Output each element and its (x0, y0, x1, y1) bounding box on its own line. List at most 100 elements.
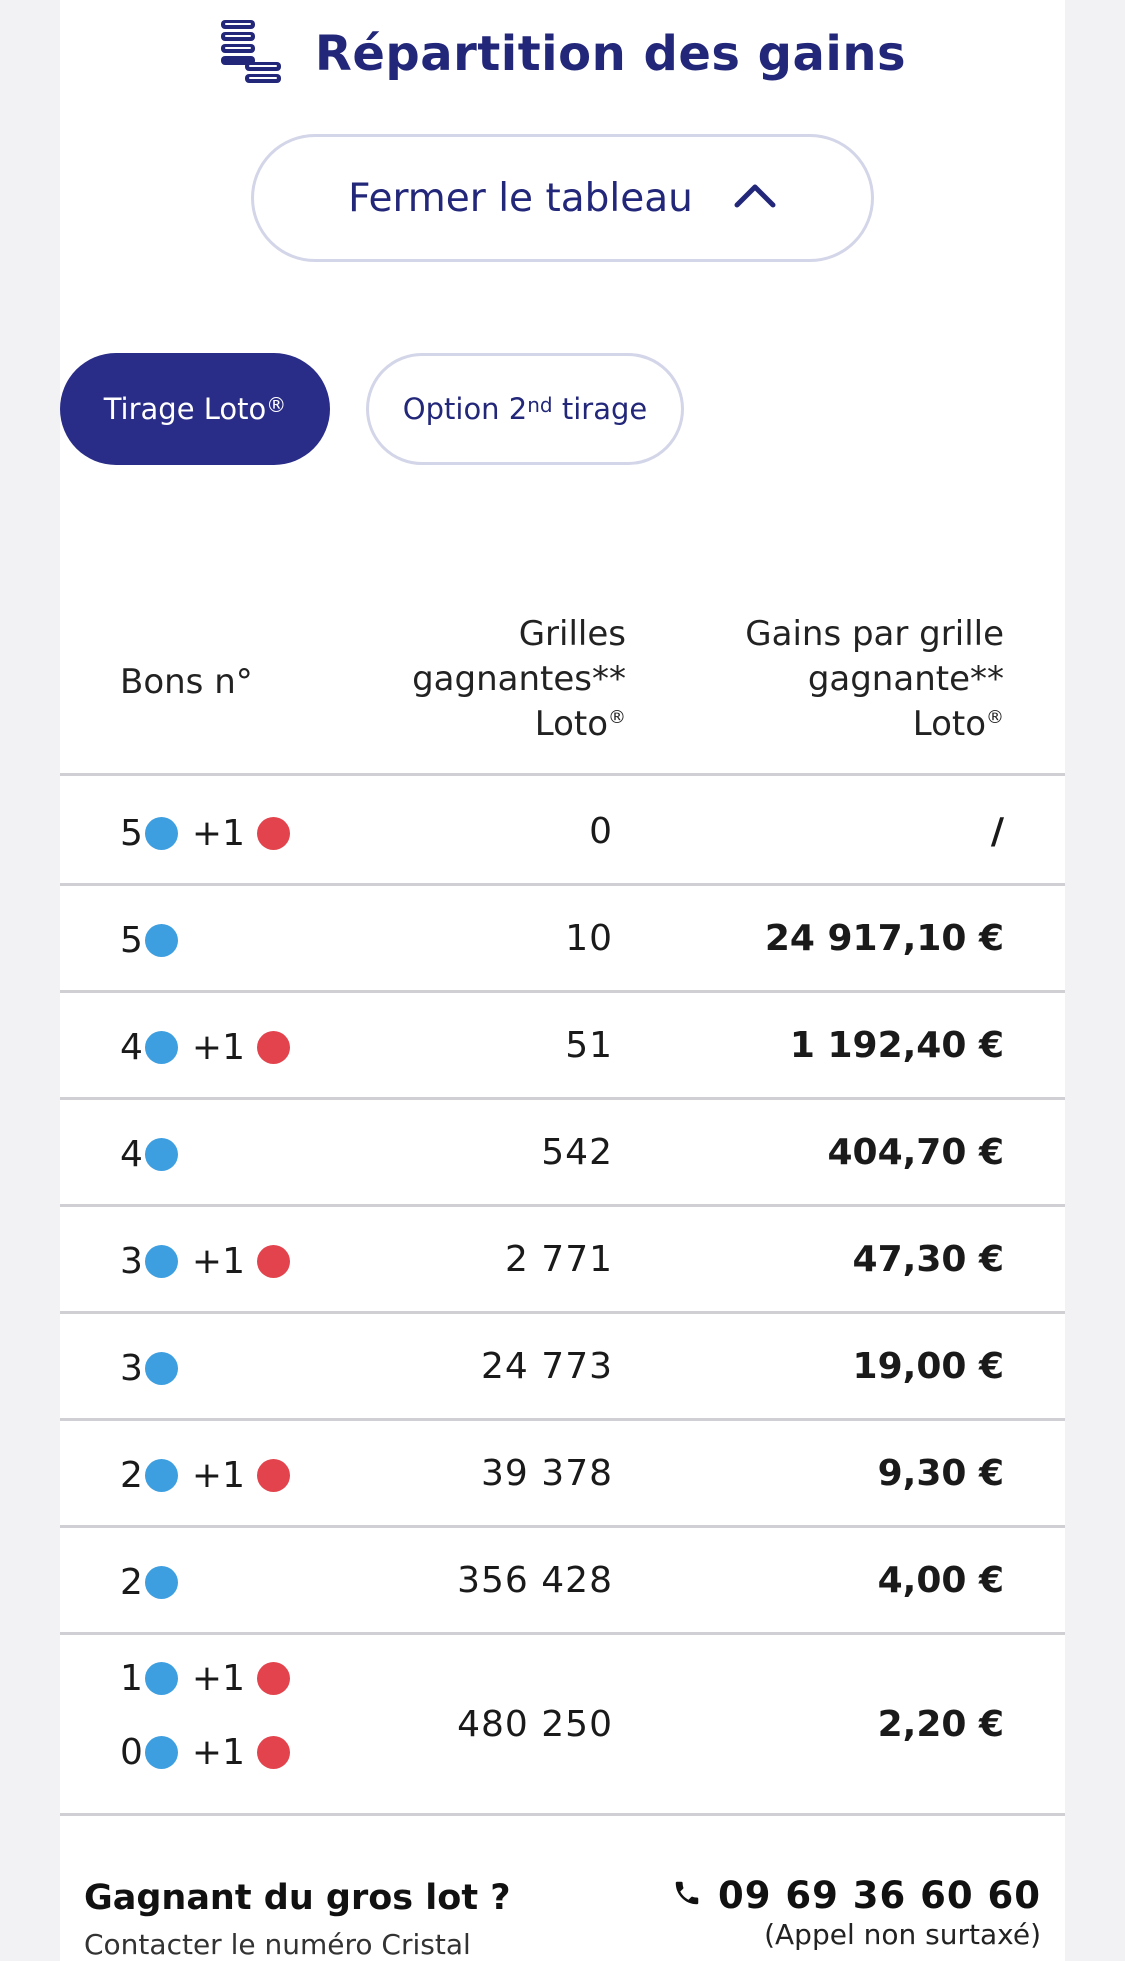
tab-tirage-loto[interactable]: Tirage Loto ® (60, 353, 330, 465)
header-grilles-line3: Loto® (412, 702, 626, 747)
table-row: 4 + 1 51 1 192,40 € (60, 993, 1065, 1100)
winning-combination: 2 + 1 (120, 1454, 290, 1496)
table-row: 3 24 773 19,00 € (60, 1314, 1065, 1421)
gain-per-grid: 1 192,40 € (789, 1025, 1004, 1066)
red-count: 1 (222, 812, 245, 854)
winning-combination: 4 (120, 1133, 178, 1175)
header-gains-par-grille: Gains par grille gagnante** Loto® (745, 612, 1004, 747)
table-header: Bons n° Grilles gagnantes** Loto® Gains … (60, 600, 1065, 776)
close-table-label: Fermer le tableau (348, 175, 693, 221)
winning-grids-count: 24 773 (481, 1346, 613, 1387)
red-ball-icon (256, 816, 290, 850)
winning-grids-count: 10 (565, 918, 613, 959)
red-count: 1 (222, 1731, 245, 1773)
gain-per-grid: 47,30 € (852, 1239, 1004, 1280)
gain-per-grid: 19,00 € (852, 1346, 1004, 1387)
red-count: 1 (222, 1026, 245, 1068)
plus-sign: + (191, 812, 223, 854)
table-row: 2 + 1 39 378 9,30 € (60, 1421, 1065, 1528)
red-ball-icon (256, 1661, 290, 1695)
winning-grids-count: 542 (541, 1132, 613, 1173)
table-row: 3 + 1 2 771 47,30 € (60, 1207, 1065, 1314)
winning-combination: 2 (120, 1561, 178, 1603)
header-gains-loto: Loto (912, 704, 986, 744)
header-gains-line3: Loto® (745, 702, 1004, 747)
table-row: 4 542 404,70 € (60, 1100, 1065, 1207)
plus-sign: + (191, 1240, 223, 1282)
table-body: 5 + 1 0/5 10 24 917,10 €4 + 1 51 1 192,40 €4 542… (60, 779, 1065, 1816)
tab-option-label-after: tirage (552, 392, 648, 426)
blue-count: 0 (120, 1731, 143, 1773)
red-ball-icon (256, 1244, 290, 1278)
gain-per-grid: 404,70 € (827, 1132, 1004, 1173)
close-table-button[interactable]: Fermer le tableau (251, 134, 874, 262)
gain-per-grid: 24 917,10 € (764, 918, 1004, 959)
winner-title: Gagnant du gros lot ? (84, 1878, 511, 1918)
plus-sign: + (191, 1026, 223, 1068)
winning-grids-count: 39 378 (481, 1453, 613, 1494)
table-row: 1 + 1 0 + 1 480 250 2,20 € (60, 1635, 1065, 1816)
blue-count: 3 (120, 1240, 143, 1282)
coin-stack-icon (219, 18, 315, 90)
winning-grids-count: 2 771 (504, 1239, 613, 1280)
red-ball-icon (256, 1030, 290, 1064)
red-count: 1 (222, 1657, 245, 1699)
header-grilles-gagnantes: Grilles gagnantes** Loto® (412, 612, 626, 747)
plus-sign: + (191, 1454, 223, 1496)
blue-ball-icon (144, 1565, 178, 1599)
blue-ball-icon (144, 1735, 178, 1769)
blue-ball-icon (144, 1030, 178, 1064)
blue-count: 2 (120, 1561, 143, 1603)
blue-ball-icon (144, 923, 178, 957)
winning-combination: 5 (120, 919, 178, 961)
gain-per-grid: 9,30 € (877, 1453, 1004, 1494)
blue-count: 5 (120, 919, 143, 961)
winning-grids-count: 480 250 (457, 1704, 613, 1745)
section-title: Répartition des gains (314, 26, 907, 82)
winning-grids-count: 0 (589, 811, 613, 852)
table-row: 5 + 1 0 / (60, 779, 1065, 886)
blue-count: 1 (120, 1657, 143, 1699)
blue-ball-icon (144, 816, 178, 850)
table-row: 5 10 24 917,10 € (60, 886, 1065, 993)
phone-link[interactable]: 09 69 36 60 60 (672, 1874, 1041, 1917)
plus-sign: + (191, 1731, 223, 1773)
winning-combination: 3 + 1 (120, 1240, 290, 1282)
gain-per-grid: 2,20 € (877, 1704, 1004, 1745)
winning-combination: 5 + 1 (120, 812, 290, 854)
winner-subtitle: Contacter le numéro Cristal (84, 1928, 471, 1961)
blue-count: 3 (120, 1347, 143, 1389)
chevron-up-icon (693, 176, 777, 221)
blue-count: 5 (120, 812, 143, 854)
red-count: 1 (222, 1454, 245, 1496)
jackpot-contact: Gagnant du gros lot ? Contacter le numér… (60, 1862, 1065, 1961)
header-grilles-loto: Loto (534, 704, 608, 744)
table-row: 2 356 428 4,00 € (60, 1528, 1065, 1635)
winning-combination: 0 + 1 (120, 1731, 290, 1773)
tab-option-label-before: Option 2 (402, 392, 528, 426)
winning-combination: 1 + 1 (120, 1657, 290, 1699)
header-grilles-line1: Grilles (518, 614, 626, 654)
red-ball-icon (256, 1458, 290, 1492)
blue-ball-icon (144, 1351, 178, 1385)
gain-per-grid: / (990, 811, 1004, 852)
phone-note: (Appel non surtaxé) (764, 1918, 1041, 1951)
blue-count: 2 (120, 1454, 143, 1496)
header-gains-line1: Gains par grille (745, 614, 1004, 654)
blue-count: 4 (120, 1133, 143, 1175)
tab-tirage-loto-label: Tirage Loto (103, 392, 267, 426)
winning-grids-count: 356 428 (457, 1560, 613, 1601)
results-card: Répartition des gains Fermer le tableau … (60, 0, 1065, 1961)
header-bons-numeros: Bons n° (120, 662, 253, 702)
phone-icon (672, 1874, 718, 1917)
red-ball-icon (256, 1735, 290, 1769)
header-grilles-line2: gagnantes** (412, 659, 626, 699)
blue-ball-icon (144, 1137, 178, 1171)
header-gains-line2: gagnante** (807, 659, 1004, 699)
blue-ball-icon (144, 1458, 178, 1492)
registered-mark: ® (608, 707, 626, 728)
red-count: 1 (222, 1240, 245, 1282)
winning-combination: 4 + 1 (120, 1026, 290, 1068)
